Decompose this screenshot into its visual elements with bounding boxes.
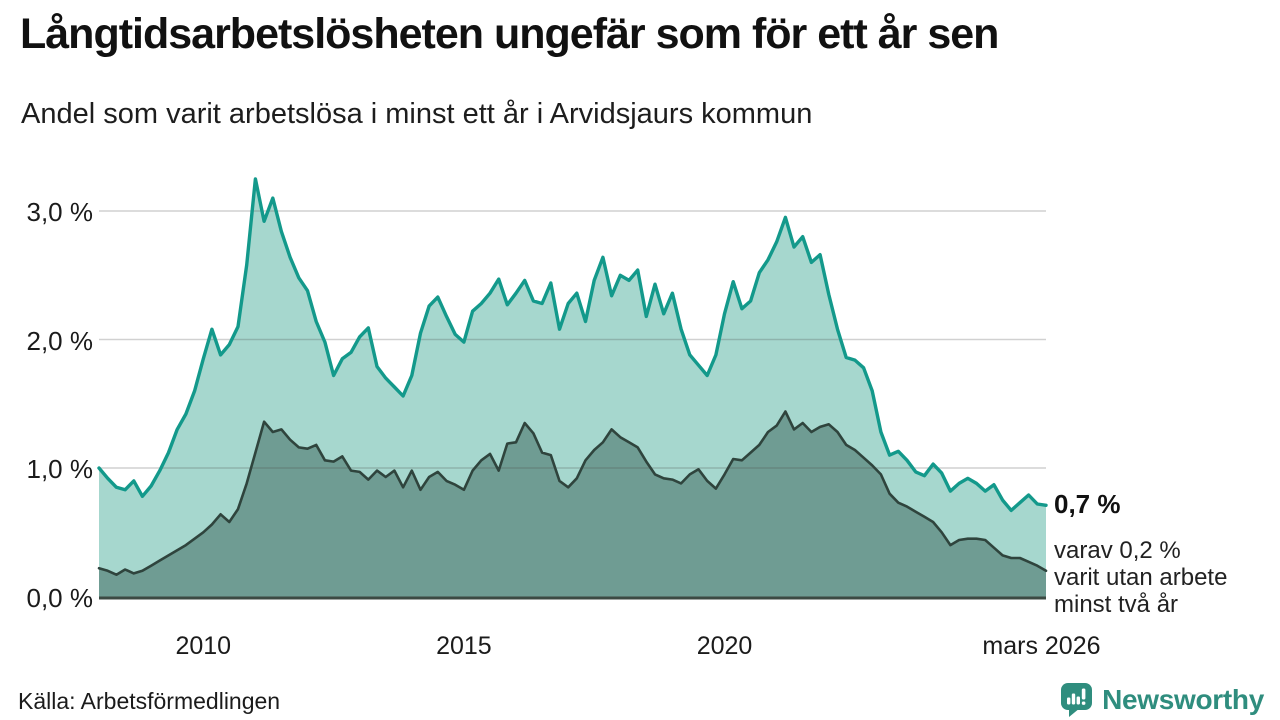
note-line-3: minst två år	[1054, 591, 1179, 619]
note-line-2: varit utan arbete	[1054, 564, 1228, 592]
x-axis-tick-2010: 2010	[175, 632, 232, 660]
newsworthy-logo: Newsworthy	[1059, 681, 1264, 718]
note-line-1: varav 0,2 %	[1054, 537, 1181, 565]
x-axis-tick-latest: mars 2026	[982, 632, 1101, 660]
series-1-area	[99, 411, 1046, 597]
x-axis-tick-2020: 2020	[696, 632, 753, 660]
series-1-line	[97, 410, 1048, 577]
page-title: Långtidsarbetslösheten ungefär som för e…	[20, 10, 999, 58]
x-axis-tick-2015: 2015	[436, 632, 492, 660]
y-axis-tick-1: 1,0 %	[26, 454, 94, 484]
latest-value-label: 0,7 %	[1054, 489, 1121, 520]
y-axis-tick-3: 3,0 %	[26, 197, 94, 227]
y-axis-tick-0: 0,0 %	[26, 582, 94, 613]
source-credit: Källa: Arbetsförmedlingen	[18, 688, 281, 714]
newsworthy-bubble-chart-icon	[1061, 683, 1093, 717]
newsworthy-wordmark: Newsworthy	[1102, 683, 1264, 715]
chart-subtitle: Andel som varit arbetslösa i minst ett å…	[21, 98, 813, 130]
series-0-line	[97, 177, 1048, 513]
y-axis-tick-2: 2,0 %	[26, 325, 94, 356]
latest-value-note: varav 0,2 % varit utan arbete minst två …	[1054, 537, 1227, 618]
